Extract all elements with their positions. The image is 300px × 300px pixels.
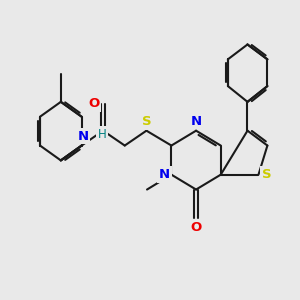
Text: H: H xyxy=(98,128,107,141)
Text: O: O xyxy=(190,221,202,234)
Text: S: S xyxy=(262,168,272,181)
Text: O: O xyxy=(88,98,100,110)
Text: S: S xyxy=(142,115,151,128)
Text: N: N xyxy=(159,168,170,181)
Text: N: N xyxy=(190,115,202,128)
Text: N: N xyxy=(78,130,89,142)
